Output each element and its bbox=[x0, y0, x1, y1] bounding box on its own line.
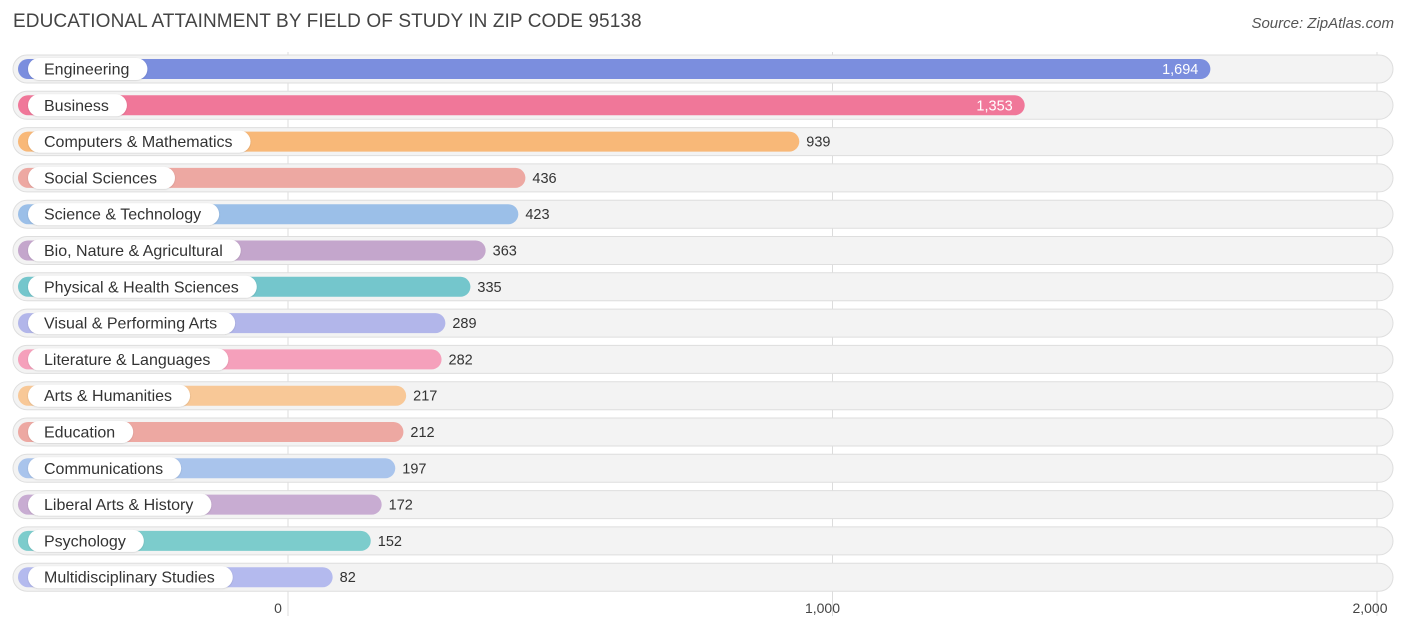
bar bbox=[18, 59, 1211, 79]
category-label: Engineering bbox=[44, 62, 129, 79]
category-label-pill bbox=[28, 275, 257, 298]
category-label-pill bbox=[28, 384, 191, 407]
value-label: 1,694 bbox=[1162, 62, 1198, 78]
tick-label: 0 bbox=[274, 600, 282, 616]
value-label: 282 bbox=[449, 352, 473, 368]
tick-label: 1,000 bbox=[805, 600, 840, 616]
value-label: 436 bbox=[532, 171, 556, 187]
row-track bbox=[12, 562, 1394, 592]
category-label-pill bbox=[28, 566, 233, 589]
value-label: 212 bbox=[410, 425, 434, 441]
category-label-pill bbox=[28, 130, 251, 153]
category-label-pill bbox=[28, 239, 241, 262]
x-axis: 0 1,000 2,000 bbox=[274, 600, 1388, 616]
value-label: 289 bbox=[452, 316, 476, 332]
category-label-pill bbox=[28, 348, 229, 371]
category-label: Multidisciplinary Studies bbox=[44, 570, 215, 587]
category-label-pill bbox=[28, 493, 212, 516]
category-label: Literature & Languages bbox=[44, 352, 210, 369]
bar-rows: Engineering 1,694 Business 1,353 Computers &… bbox=[12, 54, 1394, 592]
chart-title: EDUCATIONAL ATTAINMENT BY FIELD OF STUDY… bbox=[13, 11, 642, 32]
category-label: Arts & Humanities bbox=[44, 388, 172, 405]
category-label-pill bbox=[28, 166, 175, 189]
bar bbox=[18, 95, 1025, 116]
value-label: 335 bbox=[477, 280, 501, 296]
category-label-pill bbox=[28, 94, 127, 117]
category-label: Computers & Mathematics bbox=[44, 134, 233, 151]
category-label-pill bbox=[28, 312, 236, 335]
value-label: 423 bbox=[525, 207, 549, 223]
value-label: 197 bbox=[402, 461, 426, 477]
chart-source: Source: ZipAtlas.com bbox=[1251, 15, 1394, 32]
category-label-pill bbox=[28, 203, 220, 226]
value-label: 172 bbox=[389, 498, 413, 514]
category-label: Bio, Nature & Agricultural bbox=[44, 243, 223, 260]
value-label: 363 bbox=[493, 244, 517, 260]
category-label: Social Sciences bbox=[44, 170, 157, 187]
category-label: Communications bbox=[44, 461, 163, 478]
value-label: 152 bbox=[378, 534, 402, 550]
value-label: 82 bbox=[340, 570, 356, 586]
category-label: Physical & Health Sciences bbox=[44, 279, 239, 296]
value-label: 939 bbox=[806, 135, 830, 151]
category-label: Liberal Arts & History bbox=[44, 497, 193, 514]
category-label-pill bbox=[28, 421, 134, 443]
category-label-pill bbox=[28, 58, 148, 80]
category-label: Science & Technology bbox=[44, 207, 201, 224]
category-label: Visual & Performing Arts bbox=[44, 316, 217, 333]
tick-label: 2,000 bbox=[1352, 600, 1387, 616]
category-label-pill bbox=[28, 529, 144, 552]
value-label: 217 bbox=[413, 389, 437, 405]
category-label: Education bbox=[44, 425, 115, 442]
category-label-pill bbox=[28, 457, 182, 480]
category-label: Business bbox=[44, 98, 109, 115]
category-label: Psychology bbox=[44, 533, 126, 550]
value-label: 1,353 bbox=[976, 98, 1012, 114]
